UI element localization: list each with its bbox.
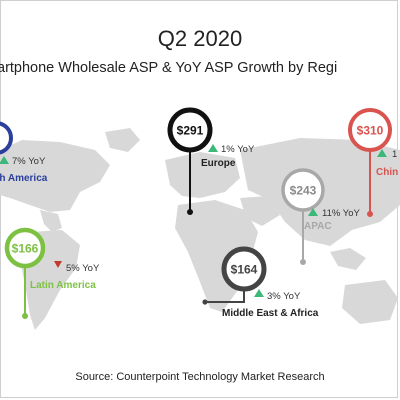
pin-dot-europe <box>187 209 193 215</box>
asp-bubble-chin <box>348 108 392 152</box>
region-marker-apac: $243 11% YoY APAC <box>281 168 361 265</box>
pin-dot-middle-east-africa <box>202 299 208 305</box>
map-southeast-asia <box>330 248 366 270</box>
yoy-label-chin: 1 <box>392 149 397 160</box>
asp-bubble-orth-america <box>0 121 13 155</box>
yoy-up-arrow-icon <box>254 289 264 297</box>
asp-bubble-apac <box>281 168 325 212</box>
map-central-america <box>40 210 62 232</box>
asp-bubble-middle-east-africa <box>221 246 267 292</box>
region-name-europe: Europe <box>201 158 236 169</box>
map-australia <box>342 280 398 324</box>
region-marker-europe: $291 1% YoY Europe <box>167 107 255 215</box>
region-marker-middle-east-africa: $164 3% YoY Middle East & Africa <box>202 246 319 319</box>
map-north-america <box>0 140 110 212</box>
yoy-label-apac: 11% YoY <box>322 208 361 219</box>
chart-title: Q2 2020 <box>157 26 243 51</box>
asp-value-chin: $310 <box>357 124 384 138</box>
region-marker-orth-america: 7% YoY orth America <box>0 121 48 184</box>
yoy-up-arrow-icon <box>0 156 9 164</box>
asp-value-middle-east-africa: $164 <box>231 263 258 277</box>
yoy-up-arrow-icon <box>208 144 218 152</box>
yoy-label-latin-america: 5% YoY <box>66 263 100 274</box>
yoy-up-arrow-icon <box>377 149 387 157</box>
yoy-label-orth-america: 7% YoY <box>12 156 46 167</box>
map-europe <box>165 152 240 198</box>
pin-dot-chin <box>367 211 373 217</box>
yoy-label-middle-east-africa: 3% YoY <box>267 291 301 302</box>
map-greenland <box>105 128 140 152</box>
pin-dot-latin-america <box>22 313 28 319</box>
region-name-latin-america: Latin America <box>30 280 96 291</box>
yoy-down-arrow-icon <box>54 261 62 268</box>
pin-dot-apac <box>300 259 306 265</box>
chart-subtitle: artphone Wholesale ASP & YoY ASP Growth … <box>0 60 338 76</box>
region-name-orth-america: orth America <box>0 173 48 184</box>
asp-bubble-latin-america <box>4 227 46 269</box>
asp-value-latin-america: $166 <box>12 242 39 256</box>
asp-value-apac: $243 <box>290 184 317 198</box>
region-marker-chin: $310 1 Chin <box>348 108 398 217</box>
region-name-chin: Chin <box>376 167 398 178</box>
pin-line-middle-east-africa <box>205 289 245 303</box>
region-name-apac: APAC <box>304 221 332 232</box>
asp-value-europe: $291 <box>177 124 204 138</box>
region-marker-latin-america: $166 5% YoY Latin America <box>4 227 100 319</box>
asp-bubble-europe <box>167 107 213 153</box>
map-middle-east <box>240 196 280 226</box>
yoy-label-europe: 1% YoY <box>221 144 255 155</box>
world-map-background <box>0 128 400 330</box>
yoy-up-arrow-icon <box>308 208 318 216</box>
chart-source: Source: Counterpoint Technology Market R… <box>75 371 325 383</box>
region-name-middle-east-africa: Middle East & Africa <box>222 308 319 319</box>
region-markers: 7% YoY orth America $291 1% YoY Europe $310 1 C… <box>0 107 398 319</box>
